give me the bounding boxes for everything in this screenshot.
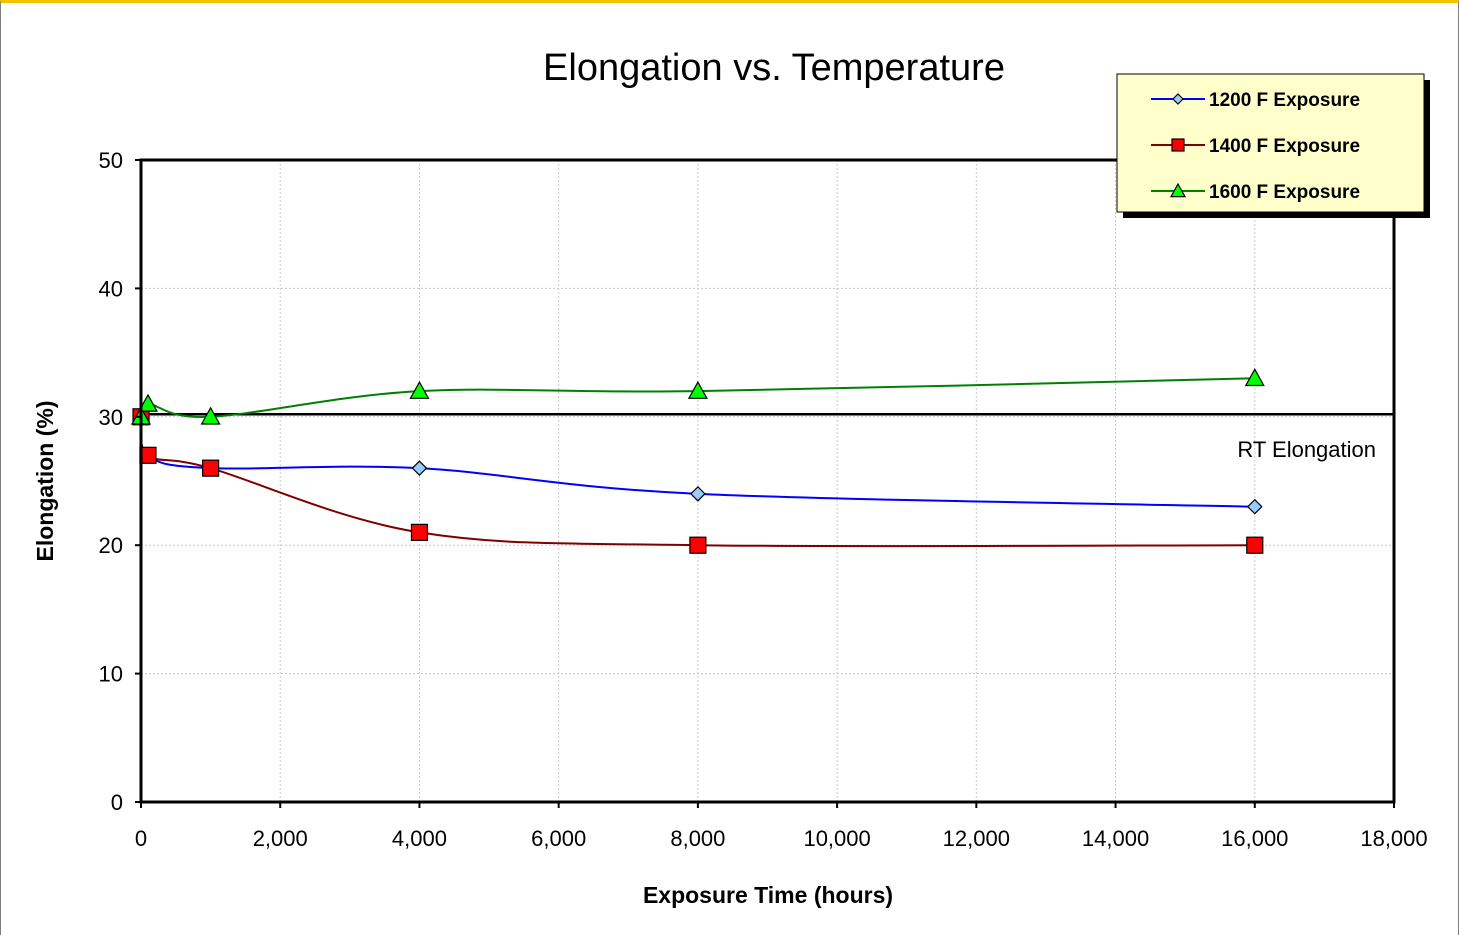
square-marker <box>689 536 707 554</box>
y-tick-label: 40 <box>99 276 123 301</box>
series-line <box>139 416 1255 548</box>
series-2 <box>132 408 1264 554</box>
legend-box <box>1116 73 1425 213</box>
legend-label-3: 1600 F Exposure <box>1209 182 1360 203</box>
x-axis-title: Exposure Time (hours) <box>643 882 893 908</box>
legend-label-2: 1400 F Exposure <box>1209 136 1360 157</box>
triangle-marker <box>409 380 430 399</box>
x-tick-label: 6,000 <box>531 826 586 851</box>
diamond-marker <box>1172 93 1184 105</box>
triangle-marker <box>687 380 708 399</box>
diamond-marker <box>1246 498 1263 515</box>
series-line <box>139 377 1255 418</box>
y-axis-title: Elongation (%) <box>32 401 58 562</box>
x-tick-label: 0 <box>135 826 147 851</box>
diamond-marker <box>411 460 428 477</box>
x-tick-label: 14,000 <box>1082 826 1149 851</box>
triangle-marker <box>137 393 158 412</box>
rt-elongation-label: RT Elongation <box>1237 437 1376 462</box>
square-marker <box>410 523 429 541</box>
square-marker <box>202 459 220 477</box>
x-tick-label: 16,000 <box>1221 826 1288 851</box>
square-marker <box>1171 138 1185 152</box>
x-tick-label: 18,000 <box>1360 826 1427 851</box>
diamond-marker <box>690 485 706 502</box>
legend-label-1: 1200 F Exposure <box>1209 90 1360 111</box>
y-tick-label: 10 <box>99 662 123 687</box>
y-axis-ticks: 0 10 20 30 40 50 <box>99 148 141 815</box>
square-marker <box>1246 536 1264 554</box>
grid-lines <box>141 160 1394 802</box>
x-tick-label: 12,000 <box>943 826 1010 851</box>
series-group <box>130 368 1265 554</box>
y-tick-label: 30 <box>99 405 123 430</box>
y-tick-label: 20 <box>99 533 123 558</box>
triangle-marker <box>1244 368 1265 387</box>
x-tick-label: 4,000 <box>392 826 447 851</box>
y-tick-label: 0 <box>111 790 123 815</box>
plot-area-border <box>139 158 1396 804</box>
reference-line: RT Elongation <box>141 412 1394 462</box>
x-tick-label: 10,000 <box>803 826 870 851</box>
x-tick-label: 8,000 <box>670 826 725 851</box>
chart-title: Elongation vs. Temperature <box>543 47 1005 89</box>
x-tick-label: 2,000 <box>253 826 308 851</box>
y-tick-label: 50 <box>99 148 123 173</box>
triangle-marker <box>200 406 221 425</box>
series-line <box>139 416 1255 508</box>
legend: 1200 F Exposure 1400 F Exposure 1600 F Exp… <box>1116 73 1430 218</box>
x-axis-ticks: 0 2,000 4,000 6,000 8,000 10,000 12,000 14,000 1… <box>135 802 1428 851</box>
triangle-marker <box>1169 182 1187 198</box>
